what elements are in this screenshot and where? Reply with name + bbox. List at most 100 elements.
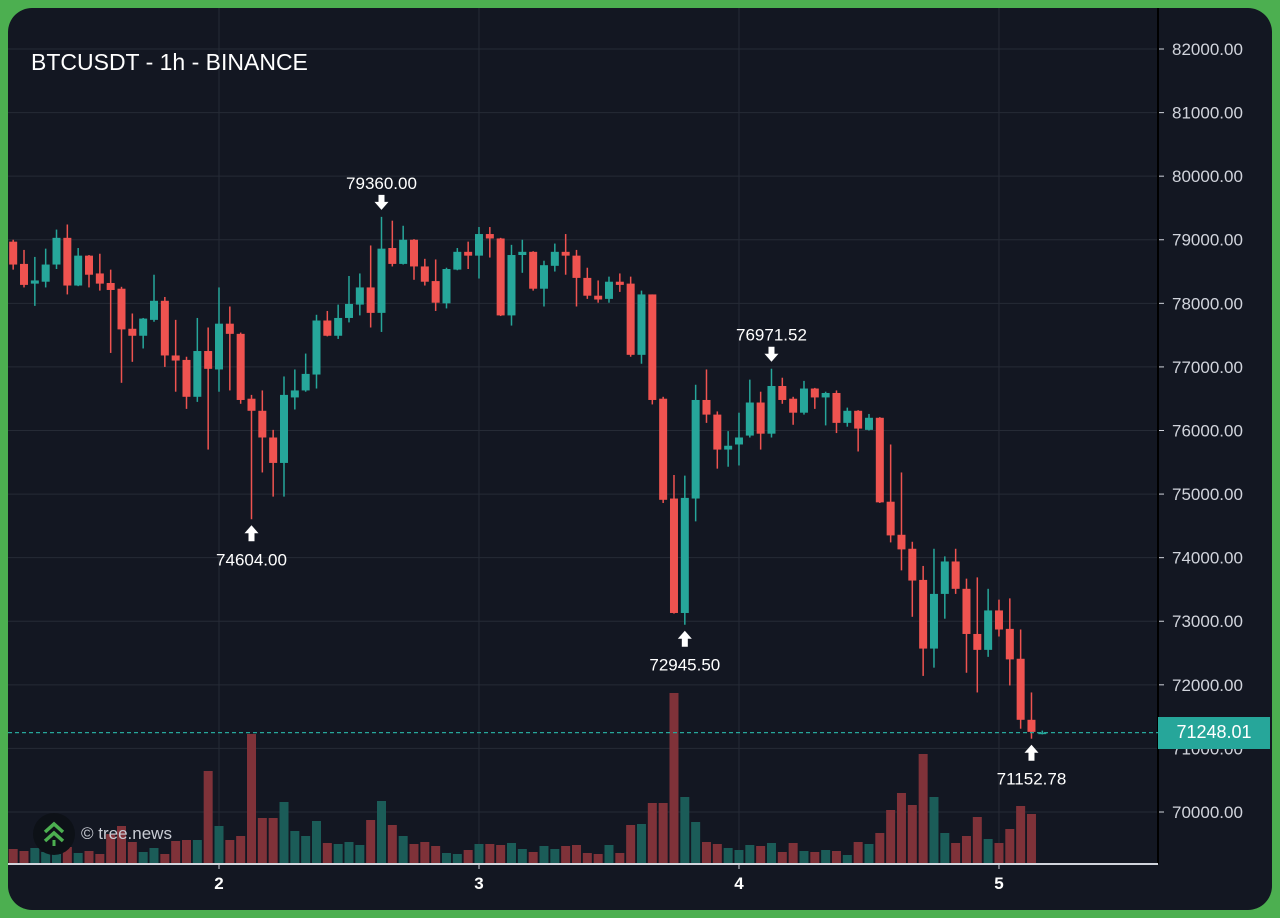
volume-bar <box>290 831 300 864</box>
candle-body <box>615 281 624 285</box>
volume-bar <box>593 854 603 864</box>
volume-bar <box>777 852 787 864</box>
candle-body <box>886 501 895 536</box>
candle-body <box>388 248 397 264</box>
volume-bar <box>691 822 701 864</box>
candle-body <box>561 251 570 256</box>
candle-body <box>854 410 863 429</box>
candle-body <box>20 263 29 285</box>
arrow-down-icon <box>374 194 389 210</box>
candle-body <box>583 277 592 296</box>
candle-body <box>1005 628 1014 660</box>
volume-bar <box>517 849 527 864</box>
candle-body <box>30 280 39 284</box>
volume-bar <box>864 844 874 864</box>
volume-bar <box>236 836 246 864</box>
candle-body <box>139 318 148 336</box>
candle-body <box>182 359 191 397</box>
candle-body <box>52 237 61 265</box>
x-tick-label: 4 <box>734 874 744 893</box>
candle-body <box>648 294 657 400</box>
volume-bar <box>441 853 451 864</box>
candle-body <box>604 281 613 299</box>
volume-bar <box>647 803 657 864</box>
volume-bar <box>376 801 386 864</box>
candle-body <box>474 234 483 256</box>
candle-body <box>767 385 776 434</box>
volume-bar <box>398 836 408 864</box>
candle-body <box>334 317 343 336</box>
candle-body <box>464 251 473 256</box>
candle-body <box>236 333 245 400</box>
volume-bar <box>561 846 571 864</box>
candle-body <box>150 300 159 320</box>
volume-bar <box>41 852 51 864</box>
candle-body <box>539 265 548 289</box>
candle-body <box>95 273 104 284</box>
arrow-up-icon <box>1024 744 1039 761</box>
candle-body <box>215 323 223 370</box>
volume-bar <box>972 817 982 864</box>
volume-bar <box>875 833 885 864</box>
volume-bar <box>929 797 939 864</box>
volume-bar <box>1026 814 1036 864</box>
volume-bar <box>539 846 549 864</box>
volume-bar <box>1016 806 1026 864</box>
volume-bar <box>680 797 690 864</box>
volume-bar <box>344 842 354 864</box>
candle-body <box>63 237 72 286</box>
volume-bar <box>766 843 776 864</box>
volume-bar <box>117 826 127 864</box>
volume-bar <box>983 839 993 864</box>
x-tick-label: 5 <box>994 874 1003 893</box>
y-tick-label: 76000.00 <box>1172 421 1243 440</box>
candle-body <box>204 351 213 369</box>
candle-body <box>529 251 538 289</box>
volume-bar <box>528 852 538 864</box>
volume-bar <box>896 793 906 864</box>
candle-body <box>572 255 581 278</box>
candle-body <box>778 385 787 400</box>
volume-bar <box>940 833 950 864</box>
candle-body <box>85 255 94 275</box>
volume-bar <box>571 845 581 864</box>
volume-bar <box>615 853 625 864</box>
volume-bar <box>192 840 202 864</box>
volume-bar <box>723 848 733 864</box>
candle-body <box>106 282 115 290</box>
volume-bar <box>8 849 18 864</box>
volume-bar <box>821 850 831 864</box>
x-tick-label: 3 <box>474 874 483 893</box>
volume-bar <box>73 853 83 864</box>
volume-bar <box>582 853 592 864</box>
candle-body <box>789 398 798 413</box>
volume-bar <box>994 843 1004 864</box>
candle-body <box>897 534 906 550</box>
candle-body <box>929 593 938 649</box>
candle-body <box>74 255 83 286</box>
candle-body <box>1027 719 1036 732</box>
candle-body <box>550 251 559 266</box>
y-tick-label: 78000.00 <box>1172 294 1243 313</box>
volume-bar <box>203 771 213 864</box>
candle-body <box>843 410 852 423</box>
candlestick-chart[interactable]: 82000.00 81000.00 80000.00 79000.00 78000.00… <box>8 8 1272 910</box>
candle-body <box>940 561 949 594</box>
volume-bar <box>831 851 841 864</box>
volume-bar <box>636 824 646 864</box>
candle-body <box>832 392 841 423</box>
volume-bar <box>279 802 289 864</box>
tree-logo-icon <box>33 813 75 855</box>
y-tick-label: 80000.00 <box>1172 167 1243 186</box>
volume-bar <box>658 803 668 864</box>
candle-body <box>399 239 408 264</box>
volume-bar <box>30 848 40 864</box>
y-tick-label: 81000.00 <box>1172 104 1243 123</box>
volume-bar <box>409 844 419 864</box>
candle-body <box>453 251 462 270</box>
extreme-price-label: 71152.78 <box>997 770 1067 789</box>
volume-bar <box>907 805 917 864</box>
volume-bar <box>810 852 820 864</box>
volume-bar <box>853 842 863 864</box>
candle-body <box>225 323 234 334</box>
